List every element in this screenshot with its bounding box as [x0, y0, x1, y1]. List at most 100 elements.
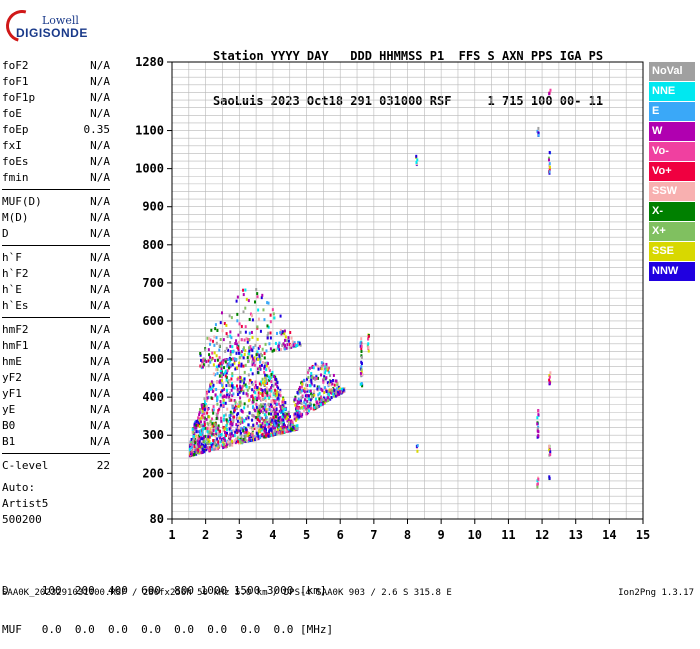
echo-point [219, 374, 222, 378]
echo-point [265, 386, 268, 390]
echo-point [296, 406, 299, 410]
echo-point [225, 358, 228, 362]
echo-point [314, 377, 317, 381]
echo-point [198, 419, 201, 423]
echo-point [258, 364, 261, 368]
echo-point [281, 420, 284, 424]
echo-point [256, 415, 259, 419]
echo-point [367, 334, 370, 338]
echo-point [275, 390, 278, 394]
y-tick-label: 1100 [135, 124, 164, 138]
echo-point [196, 446, 199, 450]
echo-point [219, 434, 222, 438]
echo-point [272, 407, 275, 411]
echo-point [251, 360, 254, 364]
echo-point [228, 397, 231, 401]
echo-point [274, 423, 277, 427]
echo-point [213, 343, 216, 347]
echo-point [242, 346, 245, 350]
echo-point [236, 436, 239, 440]
echo-point [297, 340, 300, 344]
echo-point [256, 325, 259, 329]
echo-point [248, 378, 251, 382]
echo-point [293, 341, 296, 345]
echo-point [276, 384, 279, 388]
echo-point [275, 432, 278, 436]
echo-point [266, 334, 269, 338]
echo-point [317, 402, 320, 406]
echo-point [273, 423, 276, 427]
echo-point [198, 413, 201, 417]
y-tick-label: 200 [142, 466, 164, 480]
echo-point [275, 421, 278, 425]
echo-point [229, 432, 232, 436]
echo-point [317, 367, 320, 371]
echo-point [261, 377, 264, 381]
echo-point [264, 388, 267, 392]
echo-point [208, 430, 211, 434]
echo-point [263, 351, 266, 355]
echo-point [266, 301, 269, 305]
echo-point [237, 427, 240, 431]
echo-point [290, 427, 293, 431]
echo-point [267, 375, 270, 379]
echo-point [270, 389, 273, 393]
echo-point [244, 383, 247, 387]
echo-point [340, 387, 343, 391]
echo-point [203, 445, 206, 449]
echo-point [305, 377, 308, 381]
echo-point [244, 438, 247, 442]
echo-point [272, 384, 275, 388]
echo-point [266, 391, 269, 395]
echo-point [249, 433, 252, 437]
echo-point [294, 425, 297, 429]
echo-point [265, 417, 268, 421]
echo-point [290, 420, 293, 424]
echo-point [329, 397, 332, 401]
param-value: N/A [90, 355, 110, 368]
echo-point [258, 367, 261, 371]
param-name: foF1p [2, 91, 36, 104]
echo-point [203, 439, 206, 443]
echo-point [242, 438, 245, 442]
echo-point [273, 374, 276, 378]
echo-point [337, 391, 340, 395]
echo-point [229, 352, 232, 356]
echo-point [251, 406, 254, 410]
echo-point [536, 427, 539, 431]
param-separator [2, 317, 110, 318]
echo-point [255, 437, 258, 441]
param-value: N/A [90, 155, 110, 168]
echo-point [244, 349, 247, 353]
echo-point [198, 450, 201, 454]
y-tick-label: 1000 [135, 162, 164, 176]
echo-point [253, 356, 256, 360]
echo-point [217, 434, 220, 438]
param-value: N/A [90, 107, 110, 120]
echo-point [318, 391, 321, 395]
echo-point [273, 417, 276, 421]
echo-point [204, 400, 207, 404]
echo-point [230, 377, 233, 381]
echo-point [274, 382, 277, 386]
echo-point [216, 447, 219, 451]
echo-point [231, 422, 234, 426]
echo-point [278, 409, 281, 413]
echo-point [548, 378, 551, 382]
echo-point [326, 367, 329, 371]
param-name: h`Es [2, 299, 29, 312]
echo-point [330, 396, 333, 400]
echo-point [219, 436, 222, 440]
echo-point [265, 374, 268, 378]
echo-point [287, 427, 290, 431]
echo-point [228, 395, 231, 399]
echo-point [204, 426, 207, 430]
echo-point [323, 375, 326, 379]
echo-point [285, 346, 288, 350]
echo-point [198, 417, 201, 421]
echo-point [245, 336, 248, 340]
echo-point [230, 357, 233, 361]
echo-point [230, 336, 233, 340]
echo-point [242, 418, 245, 422]
echo-point [251, 418, 254, 422]
